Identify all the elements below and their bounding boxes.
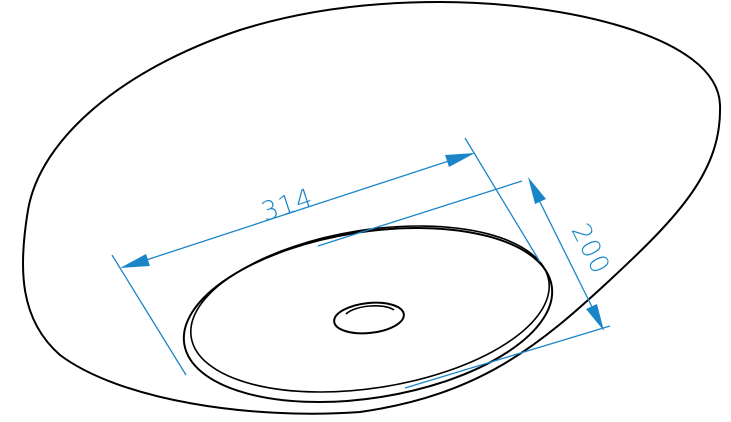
arrowhead-length-left (120, 254, 150, 268)
dimension-line-length (133, 156, 462, 265)
dimension-label-width: 200 (565, 219, 616, 280)
basin-bowl-outer-edge (182, 227, 554, 403)
arrowhead-width-bottom (586, 304, 604, 331)
extension-line-left (111, 254, 187, 376)
drain-outer-ring (333, 301, 405, 335)
extension-line-right (464, 137, 541, 263)
extension-line-top (317, 180, 523, 247)
drain (333, 301, 405, 335)
extension-line-bottom (404, 325, 611, 389)
basin-bowl-inner-edge (190, 225, 550, 393)
arrowhead-width-top (528, 177, 546, 204)
drain-inner-lip (345, 305, 395, 315)
arrowhead-length-right (445, 153, 475, 167)
dimension-line-width (533, 189, 599, 320)
basin-outer-outline (21, 1, 722, 415)
dimension-length: 314 (111, 137, 541, 376)
dimension-label-length: 314 (258, 183, 317, 228)
dimension-width: 200 (317, 177, 616, 389)
basin-bowl (182, 225, 554, 403)
